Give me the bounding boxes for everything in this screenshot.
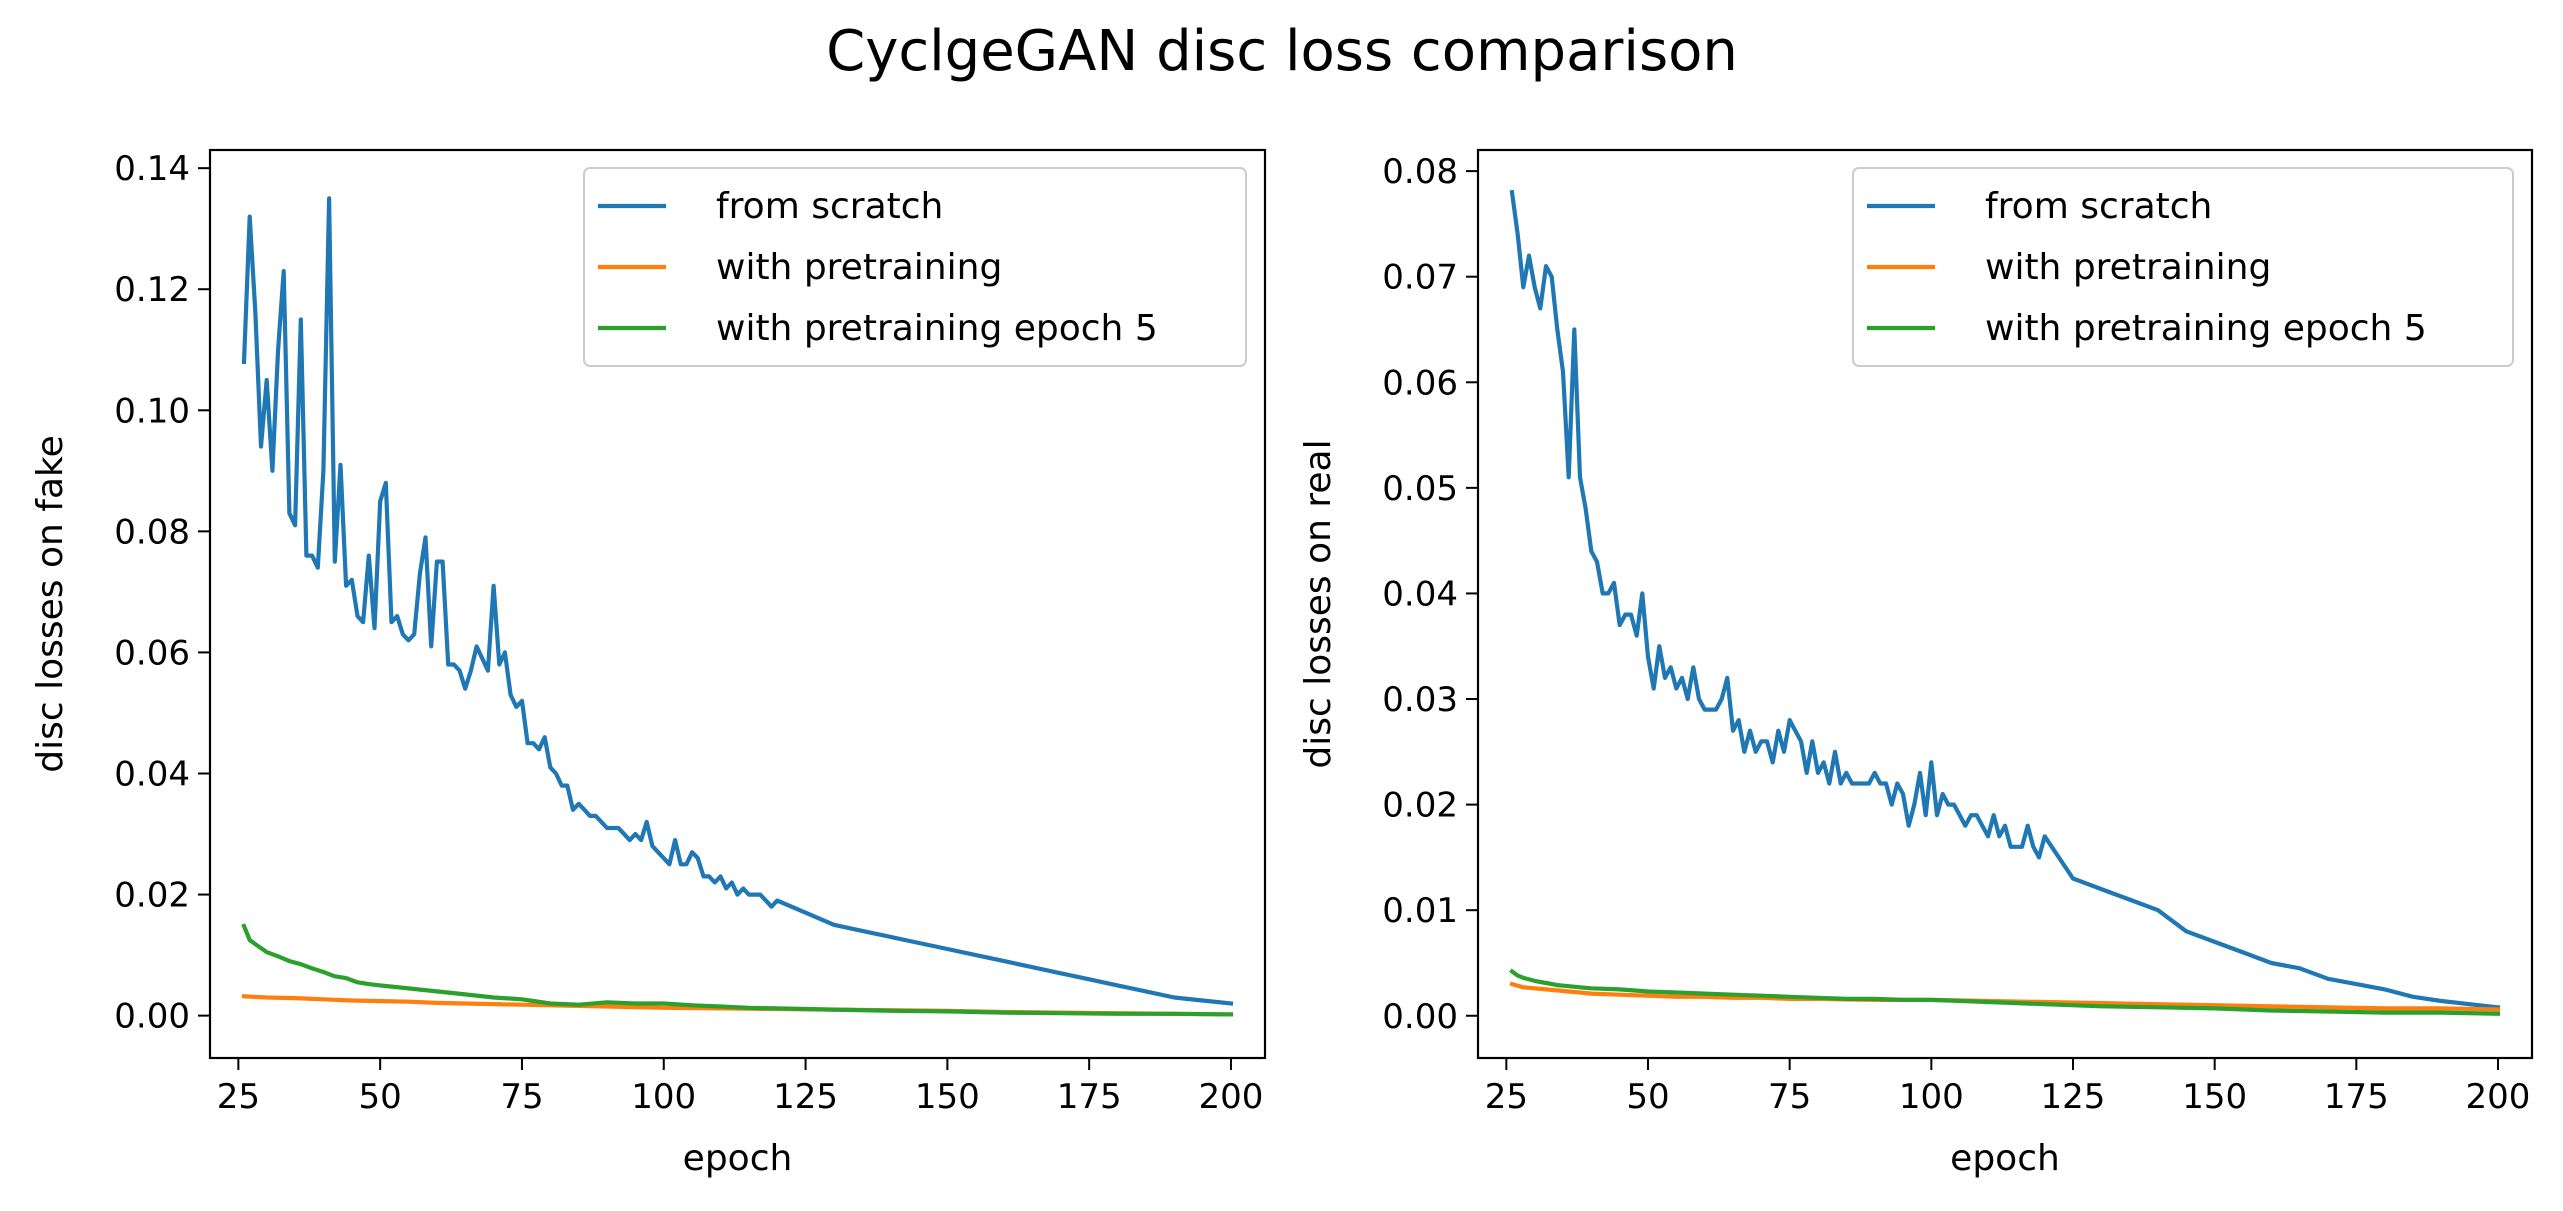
x-tick-label: 75 xyxy=(1768,1077,1811,1117)
y-tick-label: 0.08 xyxy=(114,512,190,552)
plot-frame xyxy=(208,148,1267,1060)
y-tick-label: 0.02 xyxy=(114,876,190,916)
x-axis-label: epoch xyxy=(683,1138,793,1179)
x-tick-label: 175 xyxy=(2324,1077,2389,1117)
series-line-2 xyxy=(1509,968,2501,1016)
y-tick-label: 0.02 xyxy=(1382,786,1458,826)
y-axis-label: disc losses on real xyxy=(1298,439,1339,768)
x-tick-label: 50 xyxy=(1626,1077,1669,1117)
series-line-0 xyxy=(241,196,1234,1006)
y-tick-label: 0.06 xyxy=(114,633,190,673)
y-tick-label: 0.10 xyxy=(114,391,190,431)
series-line-0 xyxy=(1509,189,2501,1010)
x-tick-label: 150 xyxy=(915,1077,980,1117)
x-tick-label: 200 xyxy=(2466,1077,2531,1117)
legend-label: from scratch xyxy=(1985,186,2212,227)
series-line-2 xyxy=(241,923,1234,1017)
x-tick-label: 200 xyxy=(1199,1077,1264,1117)
legend-label: with pretraining xyxy=(1985,247,2271,288)
y-tick-label: 0.04 xyxy=(1382,574,1458,614)
x-tick-label: 100 xyxy=(631,1077,696,1117)
x-tick-label: 25 xyxy=(217,1077,260,1117)
x-tick-label: 25 xyxy=(1485,1077,1528,1117)
y-tick-label: 0.00 xyxy=(1382,997,1458,1037)
x-axis-label: epoch xyxy=(1950,1138,2060,1179)
real-loss-subplot: 25 50 75 100 125 150 175 200 0.00 0.01 0.02 0.03 0.0… xyxy=(1298,148,2534,1179)
legend: from scratch with pretraining with pretrai… xyxy=(1852,167,2514,367)
y-tick-label: 0.08 xyxy=(1382,152,1458,192)
legend: from scratch with pretraining with pretrai… xyxy=(583,167,1247,367)
plot-frame xyxy=(1476,148,2534,1060)
x-tick-label: 125 xyxy=(773,1077,838,1117)
x-tick-label: 175 xyxy=(1057,1077,1122,1117)
y-tick-label: 0.03 xyxy=(1382,680,1458,720)
y-tick-label: 0.05 xyxy=(1382,469,1458,509)
x-tick-label: 100 xyxy=(1899,1077,1964,1117)
legend-label: with pretraining epoch 5 xyxy=(1985,308,2427,349)
figure-title: CyclgeGAN disc loss comparison xyxy=(826,19,1738,84)
series-lines xyxy=(1509,189,2501,1016)
y-axis-label: disc losses on fake xyxy=(30,435,71,772)
legend-label: with pretraining epoch 5 xyxy=(716,308,1158,349)
y-tick-label: 0.04 xyxy=(114,754,190,794)
legend-box xyxy=(583,167,1247,367)
x-tick-label: 150 xyxy=(2182,1077,2247,1117)
y-tick-label: 0.00 xyxy=(114,997,190,1037)
series-line-1 xyxy=(1509,981,2501,1012)
series-lines xyxy=(241,196,1234,1017)
x-tick-label: 50 xyxy=(359,1077,402,1117)
fake-loss-subplot: 25 50 75 100 125 150 175 200 0.00 0.02 0.04 0.06 0.0… xyxy=(30,148,1267,1179)
y-tick-label: 0.01 xyxy=(1382,891,1458,931)
y-tick-label: 0.06 xyxy=(1382,363,1458,403)
legend-label: from scratch xyxy=(716,186,943,227)
x-tick-label: 125 xyxy=(2041,1077,2106,1117)
legend-box xyxy=(1852,167,2514,367)
x-tick-label: 75 xyxy=(500,1077,543,1117)
y-tick-label: 0.12 xyxy=(114,270,190,310)
legend-label: with pretraining xyxy=(716,247,1002,288)
y-tick-label: 0.07 xyxy=(1382,258,1458,298)
y-tick-label: 0.14 xyxy=(114,149,190,189)
